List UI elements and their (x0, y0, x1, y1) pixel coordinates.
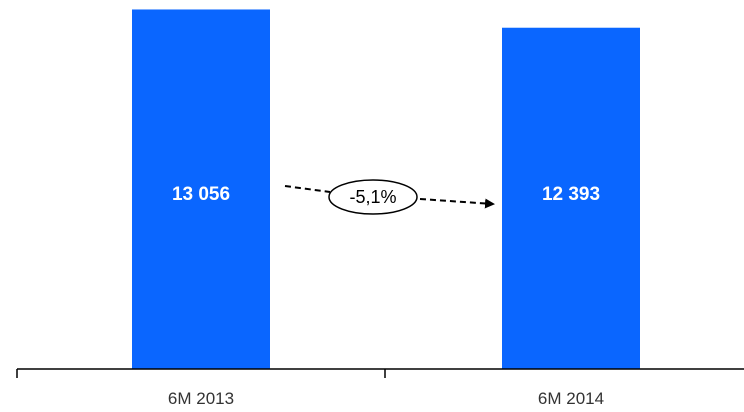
bars-group (132, 9, 640, 370)
value-labels-group: 13 056 12 393 (172, 184, 600, 205)
bar-value-label-1: 13 056 (172, 184, 230, 205)
bar-value-label-2: 12 393 (542, 184, 600, 205)
category-labels-group: 6M 2013 6M 2014 (168, 389, 604, 408)
change-annotation: -5,1% (284, 179, 495, 215)
change-arrow-left (284, 185, 331, 193)
change-ellipse (328, 179, 418, 215)
bar-1 (132, 9, 270, 369)
change-percent-label: -5,1% (349, 187, 396, 207)
category-label-1: 6M 2013 (168, 389, 234, 408)
bar-2 (502, 27, 640, 370)
change-arrow-right (419, 198, 495, 209)
category-label-2: 6M 2014 (538, 389, 604, 408)
